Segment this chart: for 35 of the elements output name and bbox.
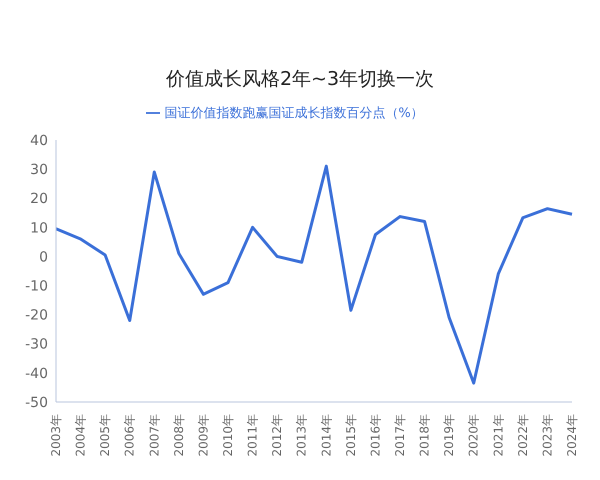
x-tick-label: 2009年 (196, 414, 210, 457)
x-tick-label: 2016年 (368, 414, 382, 457)
x-tick-label: 2021年 (491, 414, 506, 457)
chart-title: 价值成长风格2年~3年切换一次 (164, 67, 436, 92)
y-tick-label: 30 (30, 162, 48, 178)
x-tick-label: 2008年 (172, 414, 186, 457)
y-tick-label: -30 (25, 336, 48, 353)
y-tick-label: -40 (25, 366, 48, 382)
y-tick-label: 10 (30, 220, 48, 236)
x-tick-label: 2012年 (270, 414, 284, 457)
x-tick-label: 2019年 (442, 414, 456, 457)
x-tick-label: 2010年 (221, 414, 235, 457)
x-tick-label: 2014年 (319, 414, 334, 457)
x-tick-label: 2007年 (147, 414, 162, 457)
x-tick-label: 2017年 (393, 414, 407, 457)
legend-label: 国证价值指数跑赢国证成长指数百分点（%） (164, 106, 424, 121)
y-tick-label: -10 (25, 278, 48, 295)
y-tick-label: 40 (30, 132, 48, 149)
y-tick-label: -50 (25, 394, 48, 411)
x-tick-label: 2022年 (516, 414, 530, 457)
x-tick-label: 2011年 (246, 414, 260, 457)
x-tick-label: 2020年 (466, 414, 481, 457)
x-tick-label: 2023年 (540, 414, 554, 457)
y-tick-label: 0 (39, 249, 48, 266)
line-series (54, 164, 574, 385)
y-tick-label: 20 (30, 191, 48, 208)
x-tick-label: 2006年 (122, 414, 137, 457)
x-tick-label: 2004年 (74, 414, 88, 457)
x-tick-label: 2018年 (418, 414, 432, 457)
x-tick-label: 2005年 (98, 414, 112, 457)
x-tick-label: 2024年 (565, 414, 579, 457)
x-tick-label: 2013年 (294, 414, 309, 457)
x-tick-label: 2015年 (344, 414, 358, 457)
y-tick-label: -20 (25, 308, 48, 324)
x-tick-label: 2003年 (49, 414, 63, 457)
